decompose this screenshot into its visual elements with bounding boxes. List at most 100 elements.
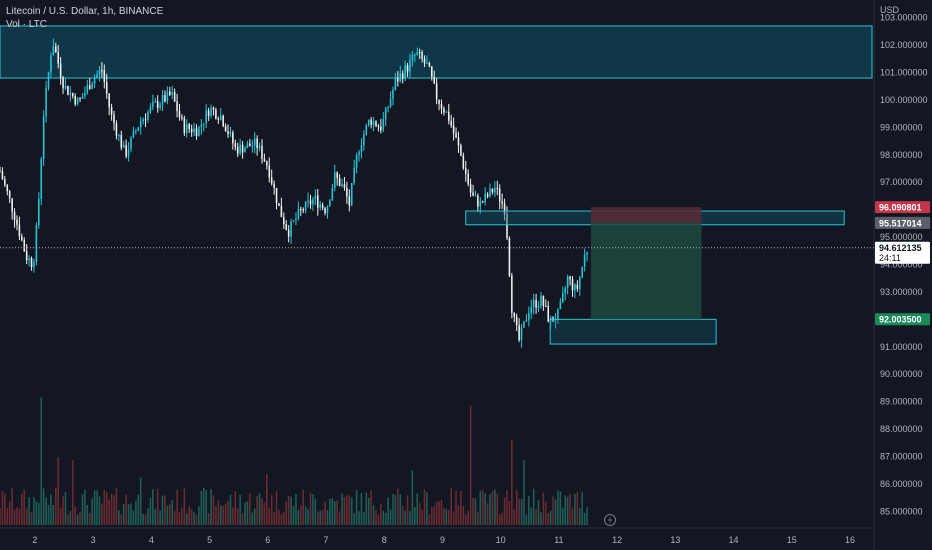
candle-body bbox=[227, 131, 229, 135]
candle-body bbox=[477, 195, 479, 207]
volume-bar bbox=[45, 497, 47, 525]
volume-bar bbox=[411, 470, 414, 525]
volume-label[interactable]: Vol · LTC bbox=[6, 19, 47, 30]
candle-body bbox=[263, 158, 266, 162]
volume-bar bbox=[47, 505, 50, 525]
candle-body bbox=[370, 119, 372, 125]
lightning-glyph bbox=[608, 516, 613, 524]
volume-bar bbox=[268, 508, 271, 525]
volume-bar bbox=[183, 488, 186, 525]
candle-body bbox=[530, 306, 533, 313]
candle-body bbox=[559, 301, 562, 310]
volume-bar bbox=[549, 510, 552, 525]
candle-body bbox=[581, 266, 583, 277]
candle-body bbox=[401, 73, 404, 79]
volume-bar bbox=[355, 489, 358, 525]
candle-body bbox=[45, 87, 47, 117]
volume-bar bbox=[477, 511, 479, 525]
volume-bar bbox=[50, 494, 52, 525]
volume-bar bbox=[496, 493, 499, 525]
volume-bar bbox=[360, 492, 363, 525]
candle-body bbox=[86, 85, 89, 93]
candle-body bbox=[535, 299, 537, 308]
candle-body bbox=[278, 203, 280, 206]
volume-bar bbox=[69, 510, 72, 525]
symbol-title[interactable]: Litecoin / U.S. Dollar, 1h, BINANCE bbox=[6, 6, 164, 17]
volume-bar bbox=[224, 503, 227, 525]
volume-bar bbox=[115, 487, 118, 525]
volume-bar bbox=[135, 500, 137, 525]
candle-body bbox=[472, 192, 474, 196]
candle-body bbox=[16, 219, 18, 225]
candle-body bbox=[33, 261, 35, 268]
volume-bar bbox=[455, 490, 457, 525]
volume-bar bbox=[443, 507, 445, 525]
candle-body bbox=[79, 98, 81, 100]
candle-body bbox=[178, 111, 181, 118]
volume-bar bbox=[190, 508, 193, 525]
time-tick-label: 2 bbox=[32, 535, 37, 545]
volume-bar bbox=[331, 498, 334, 525]
candle-body bbox=[292, 220, 295, 222]
candle-body bbox=[28, 258, 30, 261]
candle-body bbox=[273, 183, 275, 188]
candle-body bbox=[542, 295, 545, 307]
volume-bar bbox=[312, 494, 314, 525]
volume-bar bbox=[394, 494, 397, 525]
candle-body bbox=[280, 205, 283, 218]
candle-body bbox=[523, 321, 525, 328]
candle-body bbox=[433, 76, 436, 84]
volume-bar bbox=[363, 512, 365, 525]
time-axis[interactable]: 2 3 4 5 6 7 8 9 10 11 12 13 14 15 16 bbox=[32, 535, 855, 545]
candle-body bbox=[290, 221, 292, 237]
candle-body bbox=[566, 276, 569, 288]
candle-body bbox=[59, 63, 62, 78]
candle-body bbox=[355, 154, 358, 168]
volume-bar bbox=[84, 489, 86, 525]
candle-body bbox=[300, 209, 302, 211]
volume-bar bbox=[261, 498, 263, 525]
volume-bar bbox=[295, 493, 297, 525]
volume-bar bbox=[489, 494, 491, 525]
time-tick-label: 8 bbox=[382, 535, 387, 545]
candle-body bbox=[547, 306, 550, 322]
candle-body bbox=[156, 101, 159, 108]
price-tick-label: 95.000000 bbox=[880, 232, 923, 242]
candle-body bbox=[392, 89, 394, 99]
volume-bar bbox=[96, 490, 98, 525]
candle-body bbox=[234, 143, 237, 147]
volume-bar bbox=[372, 505, 375, 525]
candle-body bbox=[375, 121, 377, 127]
volume-bar bbox=[569, 493, 571, 525]
volume-bar bbox=[375, 509, 377, 525]
volume-bar bbox=[122, 504, 125, 525]
candle-body bbox=[411, 55, 414, 60]
candle-body bbox=[139, 121, 142, 128]
time-tick-label: 7 bbox=[324, 535, 329, 545]
volume-bar bbox=[159, 510, 161, 525]
volume-bar bbox=[227, 500, 229, 525]
volume-bar bbox=[561, 508, 564, 525]
candle-body bbox=[113, 114, 115, 124]
candle-body bbox=[71, 92, 74, 97]
candle-body bbox=[399, 73, 402, 82]
candle-body bbox=[42, 116, 45, 159]
candle-body bbox=[494, 187, 496, 193]
candle-body bbox=[159, 104, 161, 108]
lightning-icon bbox=[604, 514, 617, 526]
candle-body bbox=[108, 93, 110, 108]
price-tick-label: 97.000000 bbox=[880, 177, 923, 187]
time-tick-label: 13 bbox=[670, 535, 680, 545]
volume-bar bbox=[91, 498, 93, 525]
volume-bar bbox=[486, 503, 489, 525]
volume-bar bbox=[433, 506, 436, 525]
time-tick-label: 16 bbox=[845, 535, 855, 545]
candle-body bbox=[445, 111, 448, 113]
candle-body bbox=[561, 292, 564, 302]
candle-body bbox=[397, 78, 399, 82]
candle-body bbox=[532, 299, 535, 307]
volume-bar bbox=[103, 489, 106, 525]
volume-bar bbox=[571, 507, 574, 525]
volume-bar bbox=[13, 509, 16, 525]
